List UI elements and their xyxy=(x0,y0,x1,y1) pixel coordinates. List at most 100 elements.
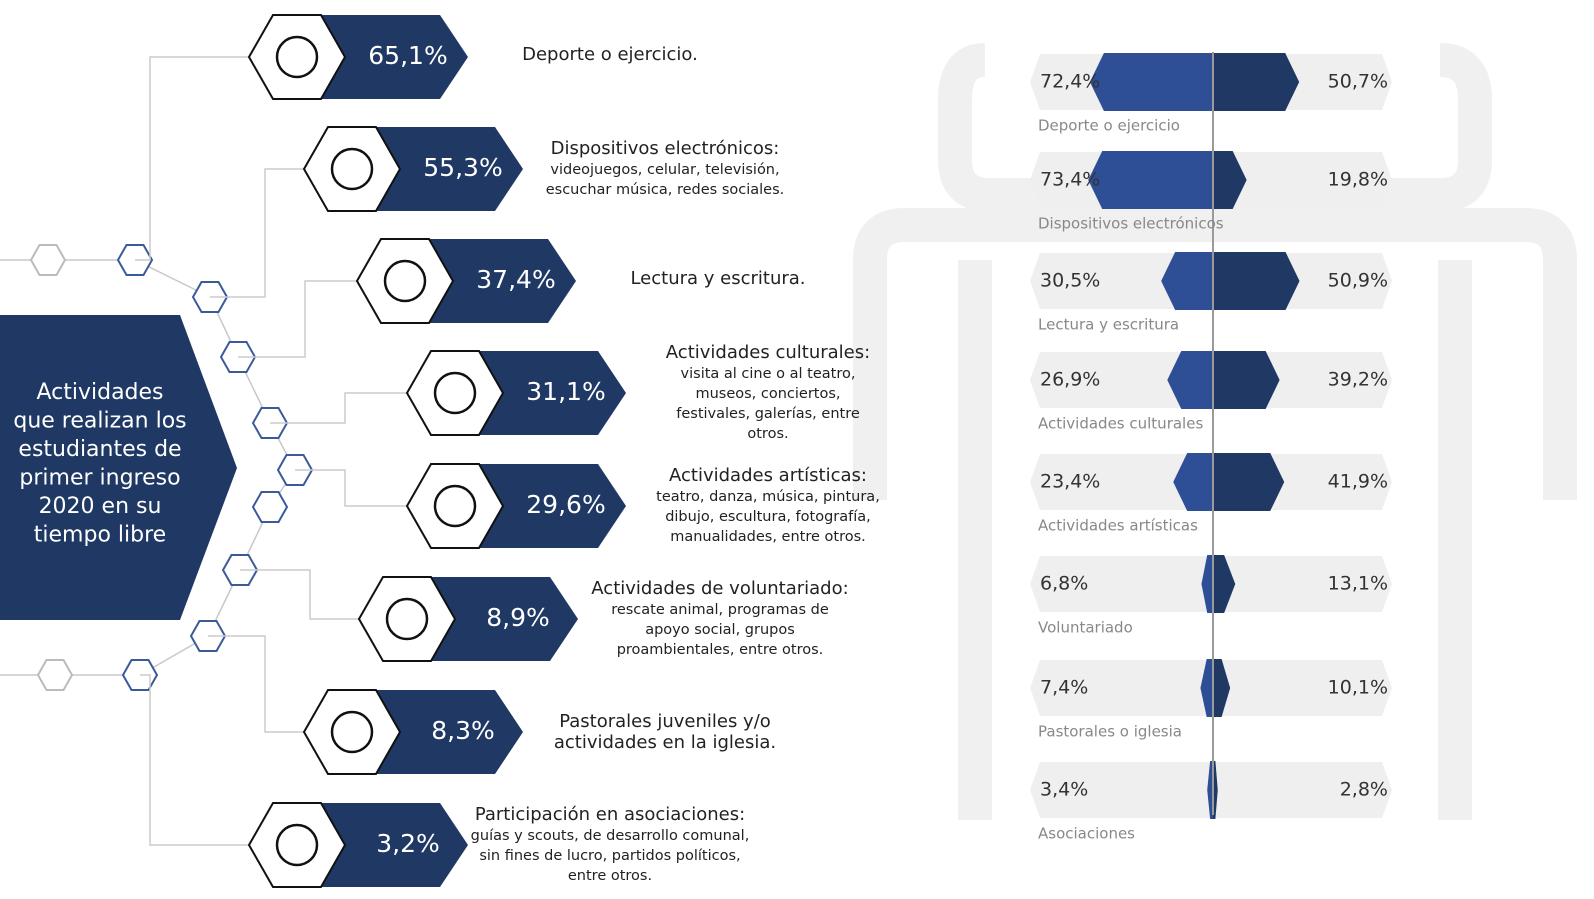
title-line: primer ingreso xyxy=(19,466,180,491)
activity-label: Actividades culturales: xyxy=(666,342,870,363)
connector xyxy=(238,280,358,358)
category-label: Dispositivos electrónicos xyxy=(1038,215,1224,233)
activity-description: sin fines de lucro, partidos políticos, xyxy=(479,848,740,864)
left-value: 23,4% xyxy=(1040,471,1100,493)
activity-description: escuchar música, redes sociales. xyxy=(546,182,785,198)
bar xyxy=(1213,252,1300,310)
left-value: 26,9% xyxy=(1040,369,1100,391)
connector xyxy=(208,635,305,733)
bar xyxy=(1088,151,1213,209)
bar xyxy=(1213,555,1236,613)
activity-label: Dispositivos electrónicos: xyxy=(551,138,780,159)
value-badge xyxy=(365,690,523,774)
decoration xyxy=(0,43,1577,820)
value-badge xyxy=(418,239,576,323)
bar xyxy=(1167,351,1213,409)
bar xyxy=(1173,453,1213,511)
title-line: que realizan los xyxy=(13,409,186,434)
value-label: 8,9% xyxy=(486,603,550,632)
title-box xyxy=(0,315,237,620)
category-label: Asociaciones xyxy=(1038,825,1135,843)
bar xyxy=(1201,555,1213,613)
network-node xyxy=(36,659,74,691)
value-badge xyxy=(420,577,578,661)
right-value: 13,1% xyxy=(1328,573,1388,595)
activity-description: videojuegos, celular, televisión, xyxy=(550,162,779,178)
bar xyxy=(1213,151,1247,209)
value-label: 37,4% xyxy=(476,265,555,294)
value-badge xyxy=(310,15,468,99)
value-badge xyxy=(468,464,626,548)
value-label: 55,3% xyxy=(423,153,502,182)
icon xyxy=(330,710,374,754)
activity-description: visita al cine o al teatro, xyxy=(681,366,856,382)
activity-label: Deporte o ejercicio. xyxy=(522,44,698,65)
activity-description: actividades en la iglesia. xyxy=(554,732,776,753)
category-label: Deporte o ejercicio xyxy=(1038,117,1180,135)
value-label: 29,6% xyxy=(526,490,605,519)
bar xyxy=(1213,53,1300,111)
title-line: 2020 en su xyxy=(39,494,162,519)
value-badge xyxy=(310,803,468,887)
left-value: 6,8% xyxy=(1040,573,1088,595)
title-line: Actividades xyxy=(36,380,163,405)
activity-label: Participación en asociaciones: xyxy=(475,804,745,825)
activity-label: Lectura y escritura. xyxy=(630,268,805,289)
title-line: estudiantes de xyxy=(18,437,181,462)
left-value: 7,4% xyxy=(1040,677,1088,699)
connector xyxy=(135,56,250,261)
activity-description: entre otros. xyxy=(568,868,652,884)
icon-hex xyxy=(357,576,457,662)
connector xyxy=(295,469,408,507)
left-value: 73,4% xyxy=(1040,169,1100,191)
connector xyxy=(140,674,250,846)
network-node xyxy=(29,244,67,276)
activity-description: guías y scouts, de desarrollo comunal, xyxy=(471,828,750,844)
activity-description: proambientales, entre otros. xyxy=(617,642,824,658)
bar xyxy=(1213,351,1280,409)
left-value: 3,4% xyxy=(1040,779,1088,801)
connector xyxy=(240,569,360,620)
icon xyxy=(275,35,319,79)
right-value: 39,2% xyxy=(1328,369,1388,391)
right-value: 41,9% xyxy=(1328,471,1388,493)
connector xyxy=(270,392,408,424)
activity-description: museos, conciertos, xyxy=(695,386,840,402)
category-label: Pastorales o iglesia xyxy=(1038,723,1182,741)
bar xyxy=(1207,761,1213,819)
value-label: 3,2% xyxy=(376,829,440,858)
icon xyxy=(383,259,427,303)
value-badge xyxy=(468,351,626,435)
right-value: 2,8% xyxy=(1340,779,1388,801)
icon xyxy=(330,147,374,191)
connector xyxy=(210,168,305,298)
activity-label: Actividades de voluntariado: xyxy=(591,578,848,599)
right-value: 19,8% xyxy=(1328,169,1388,191)
right-value: 50,9% xyxy=(1328,270,1388,292)
icon xyxy=(433,484,477,528)
bar xyxy=(1161,252,1213,310)
icon-hex xyxy=(302,689,402,775)
activity-description: dibujo, escultura, fotografía, xyxy=(665,509,871,525)
bar xyxy=(1213,659,1231,717)
icon xyxy=(433,371,477,415)
bar xyxy=(1200,659,1213,717)
silhouette-body xyxy=(853,208,1577,820)
value-label: 8,3% xyxy=(431,716,495,745)
icon xyxy=(385,597,429,641)
left-value: 72,4% xyxy=(1040,71,1100,93)
value-label: 65,1% xyxy=(368,41,447,70)
activity-label: Actividades artísticas: xyxy=(669,465,867,486)
activity-description: otros. xyxy=(747,426,788,442)
network-node xyxy=(251,491,289,523)
activity-label: Pastorales juveniles y/o xyxy=(559,711,771,732)
title-line: tiempo libre xyxy=(34,523,166,548)
value-label: 31,1% xyxy=(526,377,605,406)
bar xyxy=(1089,53,1213,111)
value-badge xyxy=(365,127,523,211)
icon-hex xyxy=(247,14,347,100)
icon-hex xyxy=(247,802,347,888)
icon-hex xyxy=(405,350,505,436)
icon xyxy=(275,823,319,867)
